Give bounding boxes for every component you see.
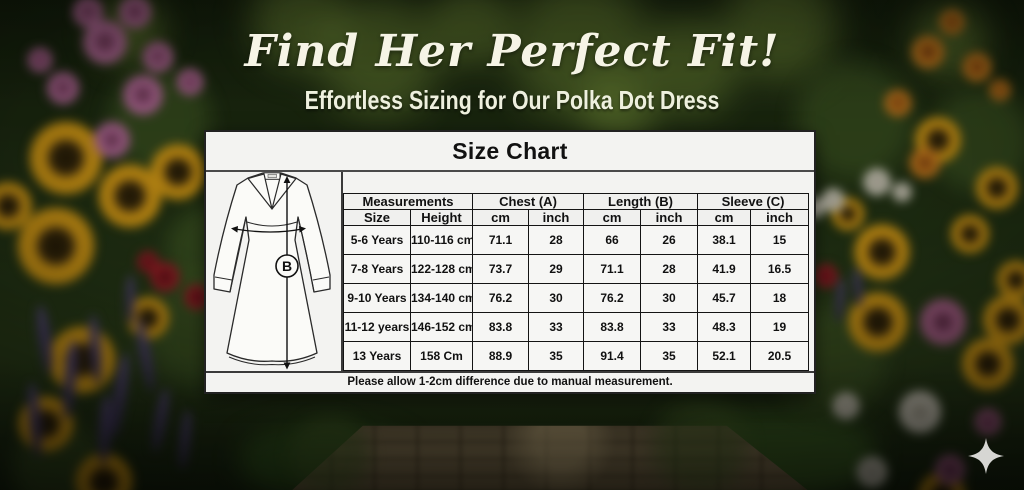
col-group-sleeve: Sleeve (C) [697, 193, 810, 210]
cell-length-cm: 71.1 [583, 254, 642, 284]
cell-length-cm: 91.4 [583, 341, 642, 371]
cell-length-inch: 30 [640, 283, 699, 313]
col-header-height: Height [409, 209, 474, 226]
col-group-length: Length (B) [583, 193, 699, 210]
length-arrow-label: B [282, 258, 292, 274]
cell-chest-inch: 29 [528, 254, 585, 284]
cell-length-cm: 66 [583, 225, 642, 255]
cell-chest-cm: 71.1 [472, 225, 530, 255]
col-header-sleeve-inch: inch [750, 209, 810, 226]
cell-sleeve-cm: 52.1 [697, 341, 752, 371]
cell-length-inch: 28 [640, 254, 699, 284]
cell-chest-cm: 73.7 [472, 254, 530, 284]
size-table: Measurements Chest (A) Length (B) Sleeve… [342, 193, 810, 371]
cell-sleeve-cm: 48.3 [697, 312, 752, 342]
size-chart-heading: Size Chart [206, 132, 814, 172]
page-subtitle: Effortless Sizing for Our Polka Dot Dres… [304, 85, 720, 115]
cell-sleeve-inch: 15 [750, 225, 810, 255]
col-group-measurements: Measurements [342, 193, 474, 210]
table-row: 7-8 Years 122-128 cm 73.7 29 71.1 28 41.… [343, 254, 810, 284]
measurement-note: Please allow 1-2cm difference due to man… [206, 371, 814, 392]
cell-chest-inch: 30 [528, 283, 585, 313]
table-row: 11-12 years 146-152 cm 83.8 33 83.8 33 4… [343, 312, 810, 342]
cell-sleeve-inch: 19 [750, 312, 810, 342]
page-title: Find Her Perfect Fit! [244, 26, 780, 77]
table-sub-header-row: Size Height cm inch cm inch cm inch [343, 209, 810, 226]
dress-diagram-icon: B [213, 172, 331, 370]
col-header-chest-cm: cm [472, 209, 530, 226]
cell-chest-inch: 33 [528, 312, 585, 342]
cell-length-inch: 35 [640, 341, 699, 371]
cell-chest-cm: 83.8 [472, 312, 530, 342]
cell-length-cm: 83.8 [583, 312, 642, 342]
cell-sleeve-inch: 16.5 [750, 254, 810, 284]
table-row: 9-10 Years 134-140 cm 76.2 30 76.2 30 45… [343, 283, 810, 313]
col-header-length-inch: inch [640, 209, 699, 226]
col-header-length-cm: cm [583, 209, 642, 226]
cell-chest-cm: 76.2 [472, 283, 530, 313]
sparkle-icon [968, 438, 1004, 474]
table-row: 5-6 Years 110-116 cm 71.1 28 66 26 38.1 … [343, 225, 810, 255]
cell-sleeve-inch: 18 [750, 283, 810, 313]
cell-chest-inch: 28 [528, 225, 585, 255]
table-group-header-row: Measurements Chest (A) Length (B) Sleeve… [342, 193, 810, 210]
cell-length-inch: 33 [640, 312, 699, 342]
dress-diagram-panel: B [206, 172, 343, 371]
table-row: 13 Years 158 Cm 88.9 35 91.4 35 52.1 20.… [343, 341, 810, 371]
cell-height: 110-116 cm [409, 225, 474, 255]
col-header-chest-inch: inch [528, 209, 585, 226]
col-header-sleeve-cm: cm [697, 209, 752, 226]
cell-sleeve-inch: 20.5 [750, 341, 810, 371]
cell-chest-inch: 35 [528, 341, 585, 371]
cell-size: 7-8 Years [343, 254, 411, 284]
cell-height: 122-128 cm [409, 254, 474, 284]
cell-height: 158 Cm [409, 341, 474, 371]
cell-length-cm: 76.2 [583, 283, 642, 313]
cell-size: 5-6 Years [343, 225, 411, 255]
size-chart-card: Size Chart [204, 130, 816, 394]
col-group-chest: Chest (A) [472, 193, 585, 210]
cell-size: 13 Years [343, 341, 411, 371]
cell-chest-cm: 88.9 [472, 341, 530, 371]
cell-size: 9-10 Years [343, 283, 411, 313]
cell-height: 134-140 cm [409, 283, 474, 313]
table-panel: Measurements Chest (A) Length (B) Sleeve… [342, 172, 814, 371]
cell-size: 11-12 years [343, 312, 411, 342]
cell-sleeve-cm: 38.1 [697, 225, 752, 255]
cell-length-inch: 26 [640, 225, 699, 255]
col-header-size: Size [343, 209, 411, 226]
cell-sleeve-cm: 45.7 [697, 283, 752, 313]
cell-height: 146-152 cm [409, 312, 474, 342]
cell-sleeve-cm: 41.9 [697, 254, 752, 284]
